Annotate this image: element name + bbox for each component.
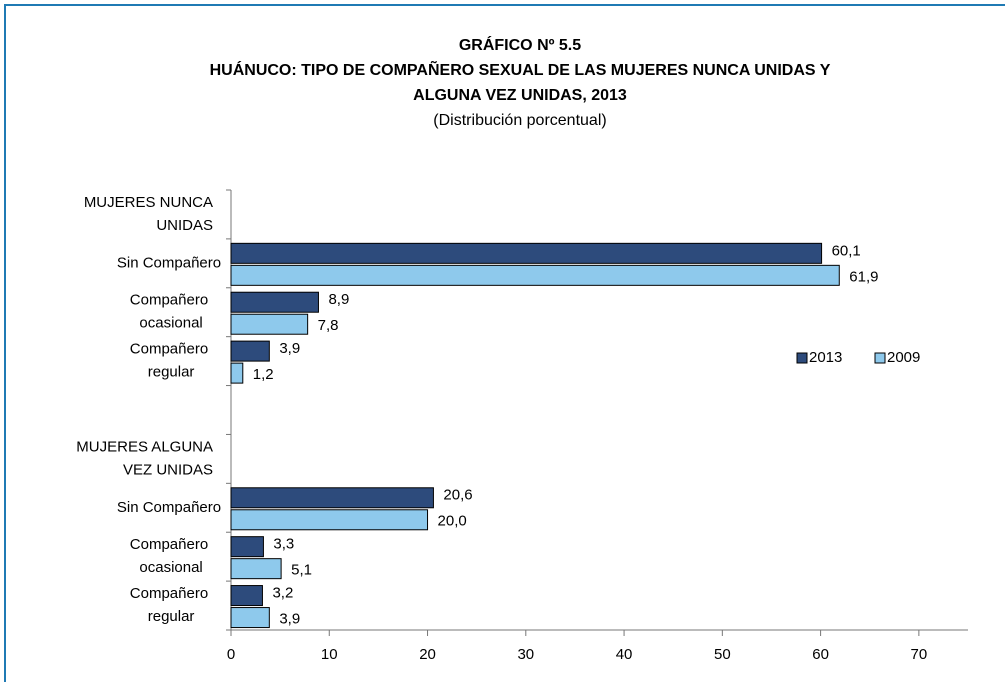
y-tick-label: Compañero ocasional (130, 292, 208, 332)
data-label: 3,3 (273, 536, 294, 553)
chart-subtitle: (Distribución porcentual) (433, 112, 606, 129)
data-label: 60,1 (832, 242, 861, 259)
x-tick-label: 10 (321, 646, 338, 663)
data-label: 3,2 (272, 585, 293, 602)
bar (230, 585, 263, 607)
legend-label: 2009 (887, 349, 920, 366)
bar (230, 242, 823, 264)
bar (230, 313, 309, 335)
data-label: 1,2 (253, 366, 274, 383)
data-label: 20,0 (438, 513, 467, 530)
y-tick-label: MUJERES NUNCA UNIDAS (84, 194, 213, 234)
y-tick-label: Compañero regular (130, 341, 208, 381)
frame (4, 4, 1005, 687)
bar (230, 362, 244, 384)
x-tick-label: 20 (419, 646, 436, 663)
data-label: 8,9 (328, 291, 349, 308)
data-label: 3,9 (279, 340, 300, 357)
chart-title: GRÁFICO Nº 5.5 (459, 35, 581, 54)
bar (230, 558, 282, 580)
data-label: 3,9 (279, 611, 300, 628)
y-tick-label: Compañero ocasional (130, 536, 208, 576)
x-tick-label: 50 (714, 646, 731, 663)
x-tick-label: 0 (227, 646, 235, 663)
y-tick-label: Sin Compañero (117, 499, 221, 516)
bar (230, 340, 270, 362)
x-tick-label: 40 (616, 646, 633, 663)
y-tick-label: MUJERES ALGUNA VEZ UNIDAS (76, 438, 213, 478)
data-label: 7,8 (318, 317, 339, 334)
y-tick-label: Sin Compañero (117, 254, 221, 271)
x-tick-label: 70 (911, 646, 928, 663)
x-tick-label: 30 (517, 646, 534, 663)
bar (230, 264, 840, 286)
bar (230, 291, 319, 313)
chart-title: ALGUNA VEZ UNIDAS, 2013 (413, 87, 627, 104)
data-label: 20,6 (443, 487, 472, 504)
data-label: 5,1 (291, 562, 312, 579)
bar (230, 536, 264, 558)
legend-swatch (796, 352, 808, 364)
chart-title: HUÁNUCO: TIPO DE COMPAÑERO SEXUAL DE LAS… (210, 59, 831, 79)
bar (230, 487, 434, 509)
x-tick-label: 60 (812, 646, 829, 663)
y-tick-label: Compañero regular (130, 585, 208, 625)
data-label: 61,9 (849, 268, 878, 285)
bar (230, 607, 270, 629)
bar (230, 509, 429, 531)
legend-swatch (874, 352, 886, 364)
legend-label: 2013 (809, 349, 842, 366)
